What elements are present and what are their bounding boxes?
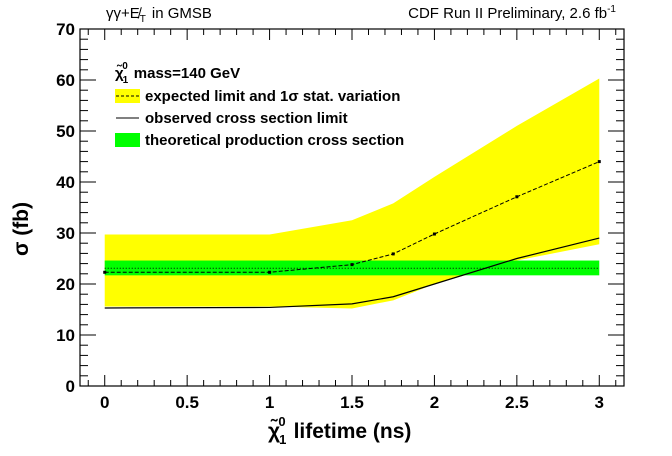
expected-point <box>350 263 354 267</box>
y-tick-label: 30 <box>56 224 75 243</box>
theory-band-layer <box>104 260 600 276</box>
legend-theory-label: theoretical production cross section <box>145 132 404 149</box>
y-axis-title: σ (fb) <box>10 202 33 256</box>
x-tick-label: 0.5 <box>175 393 199 412</box>
chart-header-right: CDF Run II Preliminary, 2.6 fb-1 <box>408 4 616 22</box>
y-tick-label: 60 <box>56 71 75 90</box>
x-tick-label: 1 <box>265 393 274 412</box>
y-tick-label: 70 <box>56 20 75 39</box>
expected-point <box>391 252 395 256</box>
x-tick-label: 2.5 <box>505 393 529 412</box>
legend-theory-swatch <box>115 133 140 147</box>
x-tick-label: 0 <box>100 393 109 412</box>
observed-limit-line <box>104 237 600 309</box>
x-axis-title: χ̃10 lifetime (ns) <box>268 414 411 447</box>
expected-point <box>103 270 107 274</box>
chart-header-left: γγ+E̸T in GMSB <box>106 5 212 25</box>
expected-limit-band <box>104 78 600 309</box>
legend-observed-label: observed cross section limit <box>145 110 348 127</box>
expected-point <box>432 232 436 236</box>
expected-point <box>597 160 601 164</box>
y-tick-label: 20 <box>56 275 75 294</box>
expected-point <box>268 270 272 274</box>
y-tick-label: 40 <box>56 173 75 192</box>
y-tick-label: 10 <box>56 326 75 345</box>
y-tick-label: 50 <box>56 122 75 141</box>
expected-point <box>515 195 519 199</box>
legend-title: χ̃10 mass=140 GeV <box>115 61 240 86</box>
limit-lines-layer <box>103 160 601 309</box>
x-tick-label: 1.5 <box>340 393 364 412</box>
x-tick-label: 3 <box>595 393 604 412</box>
y-tick-label: 0 <box>66 377 75 396</box>
x-tick-label: 2 <box>430 393 439 412</box>
expected-band-layer <box>104 78 600 309</box>
legend-band-label: expected limit and 1σ stat. variation <box>145 88 400 105</box>
legend: χ̃10 mass=140 GeV expected limit and 1σ s… <box>115 61 404 149</box>
